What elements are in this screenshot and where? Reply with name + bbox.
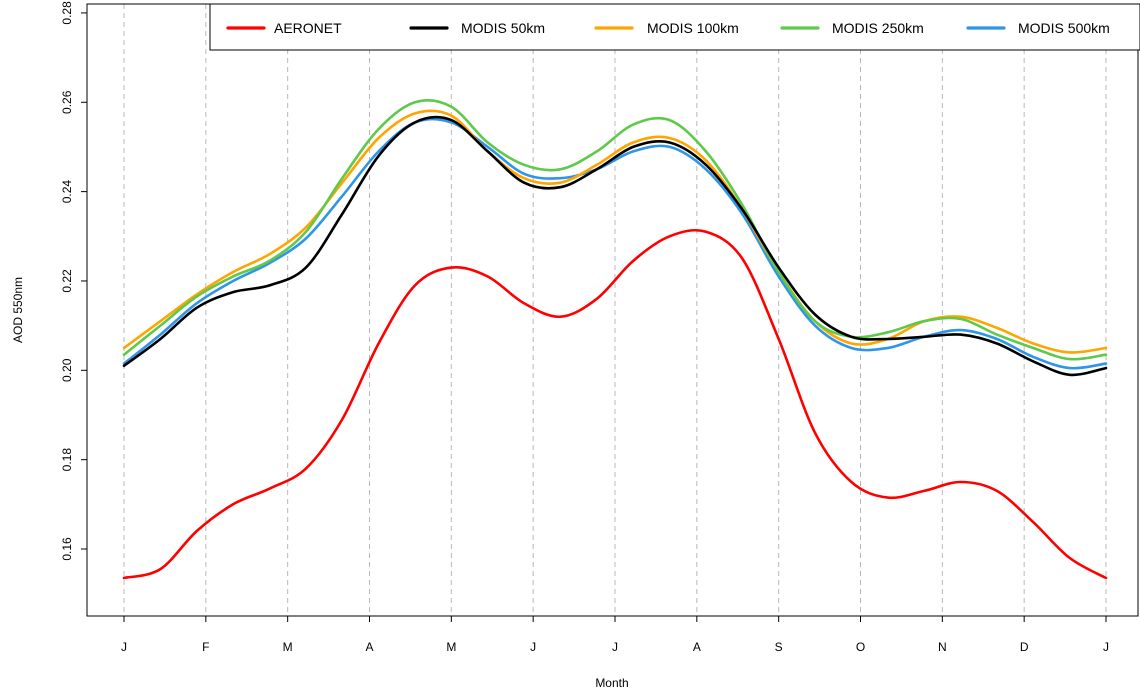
y-tick-label: 0.28 bbox=[60, 1, 74, 25]
x-tick-label: F bbox=[202, 640, 209, 654]
series-line-modis-50km bbox=[122, 115, 1108, 377]
x-axis-title: Month bbox=[595, 676, 628, 690]
plot-frame bbox=[86, 3, 1139, 617]
x-tick-label: A bbox=[693, 640, 701, 654]
y-tick-label: 0.24 bbox=[60, 180, 74, 204]
x-tick-label: J bbox=[1103, 640, 1109, 654]
y-tick-label: 0.16 bbox=[60, 537, 74, 561]
x-tick-label: M bbox=[446, 640, 456, 654]
x-tick-label: N bbox=[938, 640, 947, 654]
y-tick-label: 0.22 bbox=[60, 269, 74, 293]
y-tick-label: 0.20 bbox=[60, 358, 74, 382]
legend: AERONET MODIS 50km MODIS 100km MODIS 250km M… bbox=[209, 3, 1140, 51]
y-axis: 0.16 0.18 0.20 0.22 0.24 0.26 0.28 bbox=[60, 1, 87, 561]
gridlines bbox=[123, 4, 1107, 616]
series-line-modis-500km bbox=[122, 117, 1108, 370]
y-tick-label: 0.18 bbox=[60, 448, 74, 472]
legend-label: MODIS 50km bbox=[461, 20, 545, 36]
y-axis-title: AOD 550nm bbox=[11, 277, 25, 343]
x-tick-label: D bbox=[1020, 640, 1029, 654]
series-line-modis-250km bbox=[122, 99, 1108, 361]
x-tick-label: J bbox=[530, 640, 536, 654]
x-tick-label: J bbox=[612, 640, 618, 654]
y-tick-label: 0.26 bbox=[60, 90, 74, 114]
x-tick-label: A bbox=[365, 640, 373, 654]
legend-label: MODIS 500km bbox=[1018, 20, 1110, 36]
x-tick-label: M bbox=[283, 640, 293, 654]
legend-label: MODIS 100km bbox=[647, 20, 739, 36]
legend-label: MODIS 250km bbox=[832, 20, 924, 36]
legend-label: AERONET bbox=[274, 20, 342, 36]
x-tick-label: S bbox=[775, 640, 783, 654]
x-tick-label: J bbox=[121, 640, 127, 654]
x-tick-label: O bbox=[856, 640, 865, 654]
series-line-aeronet bbox=[122, 228, 1108, 580]
series-lines bbox=[122, 99, 1108, 580]
